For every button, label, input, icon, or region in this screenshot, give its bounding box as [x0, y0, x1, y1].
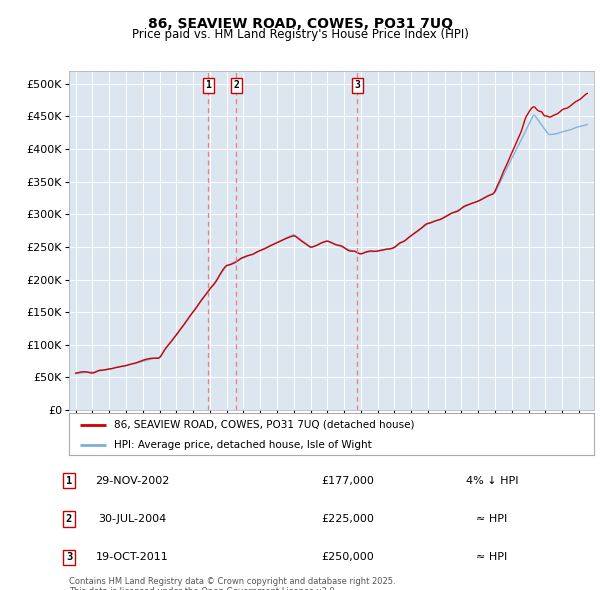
- Text: 1: 1: [66, 476, 72, 486]
- Text: 30-JUL-2004: 30-JUL-2004: [98, 514, 166, 524]
- Text: ≈ HPI: ≈ HPI: [476, 552, 508, 562]
- Text: 86, SEAVIEW ROAD, COWES, PO31 7UQ: 86, SEAVIEW ROAD, COWES, PO31 7UQ: [148, 17, 452, 31]
- Text: 19-OCT-2011: 19-OCT-2011: [95, 552, 169, 562]
- Text: £250,000: £250,000: [322, 552, 374, 562]
- Text: HPI: Average price, detached house, Isle of Wight: HPI: Average price, detached house, Isle…: [113, 440, 371, 450]
- Text: £177,000: £177,000: [322, 476, 374, 486]
- Text: 1: 1: [205, 80, 211, 90]
- Text: 29-NOV-2002: 29-NOV-2002: [95, 476, 169, 486]
- Text: £225,000: £225,000: [322, 514, 374, 524]
- Text: ≈ HPI: ≈ HPI: [476, 514, 508, 524]
- Text: 3: 3: [66, 552, 72, 562]
- Text: Price paid vs. HM Land Registry's House Price Index (HPI): Price paid vs. HM Land Registry's House …: [131, 28, 469, 41]
- Text: 86, SEAVIEW ROAD, COWES, PO31 7UQ (detached house): 86, SEAVIEW ROAD, COWES, PO31 7UQ (detac…: [113, 420, 414, 430]
- Text: Contains HM Land Registry data © Crown copyright and database right 2025.
This d: Contains HM Land Registry data © Crown c…: [69, 577, 395, 590]
- Text: 2: 2: [233, 80, 239, 90]
- Text: 3: 3: [355, 80, 361, 90]
- Text: 2: 2: [66, 514, 72, 524]
- Text: 4% ↓ HPI: 4% ↓ HPI: [466, 476, 518, 486]
